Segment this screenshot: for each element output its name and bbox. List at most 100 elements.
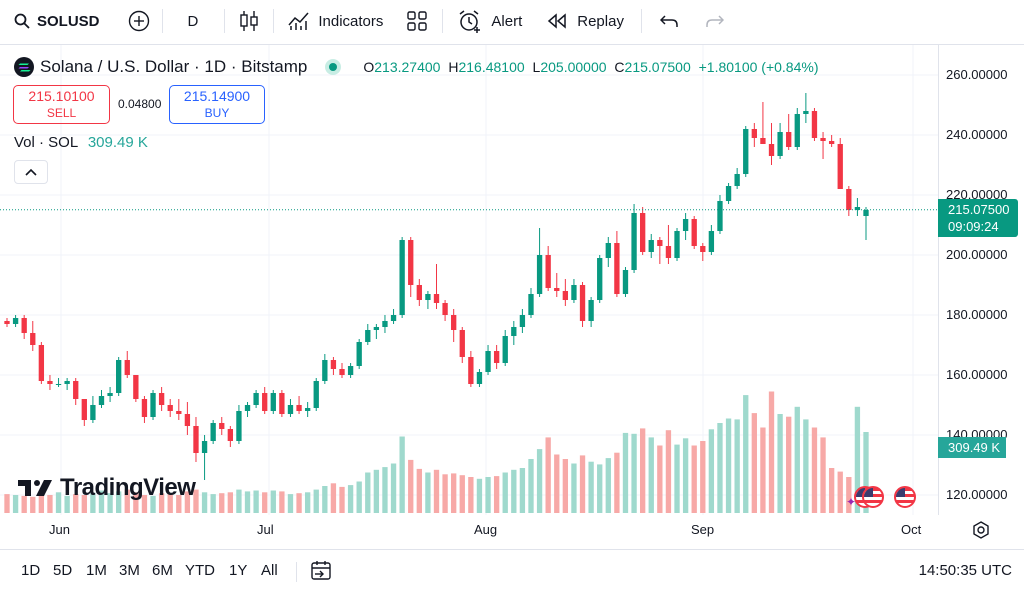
candle[interactable] [416,279,422,306]
candle[interactable] [356,339,362,369]
symbol-title[interactable]: Solana / U.S. Dollar · 1D · Bitstamp [40,57,308,76]
range-button-ytd[interactable]: YTD [185,562,215,579]
candle[interactable] [648,234,654,258]
candle[interactable] [511,321,517,345]
candle[interactable] [433,264,440,309]
candle[interactable] [657,237,663,264]
range-button-1y[interactable]: 1Y [229,562,248,579]
range-button-3m[interactable]: 3M [119,562,140,579]
chart-settings-button[interactable] [972,521,990,544]
candle[interactable] [493,345,500,369]
candle[interactable] [854,198,861,216]
candle[interactable] [347,363,354,378]
candle[interactable] [98,390,105,408]
us-flag-icon[interactable] [862,486,884,508]
candle[interactable] [296,396,302,414]
candle[interactable] [365,324,371,345]
candle[interactable] [339,363,345,378]
candle[interactable] [734,168,740,189]
candle[interactable] [201,435,208,480]
candle[interactable] [184,402,191,435]
candle[interactable] [597,255,603,303]
candle[interactable] [236,405,242,444]
candle[interactable] [691,216,697,249]
candle[interactable] [279,390,285,417]
undo-button[interactable] [659,0,678,42]
candle[interactable] [519,309,526,333]
replay-button[interactable]: Replay [547,0,624,42]
candle[interactable] [244,402,251,417]
candle[interactable] [459,327,465,363]
alert-button[interactable]: Alert [458,0,522,42]
price-axis[interactable] [938,45,939,515]
range-button-1d[interactable]: 1D [21,562,41,579]
candle[interactable] [30,321,36,351]
candle[interactable] [176,399,182,420]
candle[interactable] [562,279,569,306]
candle[interactable] [476,369,483,387]
chart-type-button[interactable] [239,0,259,42]
redo-button[interactable] [706,0,724,42]
candle[interactable] [536,228,543,297]
candle[interactable] [425,291,431,309]
candle[interactable] [777,123,783,159]
candle[interactable] [133,375,139,402]
range-button-all[interactable]: All [261,562,278,579]
candle[interactable] [4,318,10,327]
candle[interactable] [743,126,749,177]
candle[interactable] [382,315,388,333]
candle[interactable] [408,237,414,297]
candle[interactable] [803,93,809,123]
candle[interactable] [38,342,45,384]
candle[interactable] [304,402,311,417]
candle[interactable] [287,399,294,417]
interval-button[interactable]: D [188,0,199,42]
candle[interactable] [674,228,680,261]
candle[interactable] [390,309,397,324]
candle[interactable] [210,420,216,444]
candle[interactable] [708,225,715,255]
candle[interactable] [330,357,337,375]
range-button-6m[interactable]: 6M [152,562,173,579]
symbol-search-button[interactable]: SOLUSD [14,0,100,42]
candle[interactable] [451,309,457,342]
candle[interactable] [141,396,148,423]
candle[interactable] [219,417,225,435]
collapse-legend-button[interactable] [14,160,48,184]
candle[interactable] [794,108,800,150]
candle[interactable] [253,390,259,408]
candle[interactable] [313,378,319,411]
market-status-dot[interactable] [325,59,342,75]
volume-legend[interactable]: Vol · SOL 309.49 K [14,134,148,151]
candle[interactable] [116,357,122,396]
candle[interactable] [622,267,629,297]
candle[interactable] [81,399,87,426]
candle[interactable] [167,399,173,417]
compare-button[interactable] [128,0,150,42]
candle[interactable] [837,138,843,189]
candle[interactable] [193,417,199,462]
candle[interactable] [631,204,637,273]
candle[interactable] [545,246,551,291]
chart-area[interactable] [0,44,1024,549]
candle[interactable] [786,114,792,150]
candle[interactable] [768,123,775,165]
candle[interactable] [554,273,560,297]
candle[interactable] [700,243,706,261]
candle[interactable] [725,183,732,204]
candle[interactable] [828,135,835,147]
candle[interactable] [373,324,380,339]
tradingview-logo[interactable]: TradingView [18,474,196,502]
candle[interactable] [55,378,62,387]
candle[interactable] [150,390,156,420]
candle[interactable] [614,231,620,297]
candle[interactable] [717,195,723,234]
candle[interactable] [322,354,328,384]
indicators-button[interactable]: Indicators [288,0,383,42]
candle[interactable] [846,186,852,216]
sell-button[interactable]: 215.10100 SELL [13,85,110,124]
candle[interactable] [47,375,53,390]
candle[interactable] [820,132,826,159]
candle[interactable] [64,378,70,390]
